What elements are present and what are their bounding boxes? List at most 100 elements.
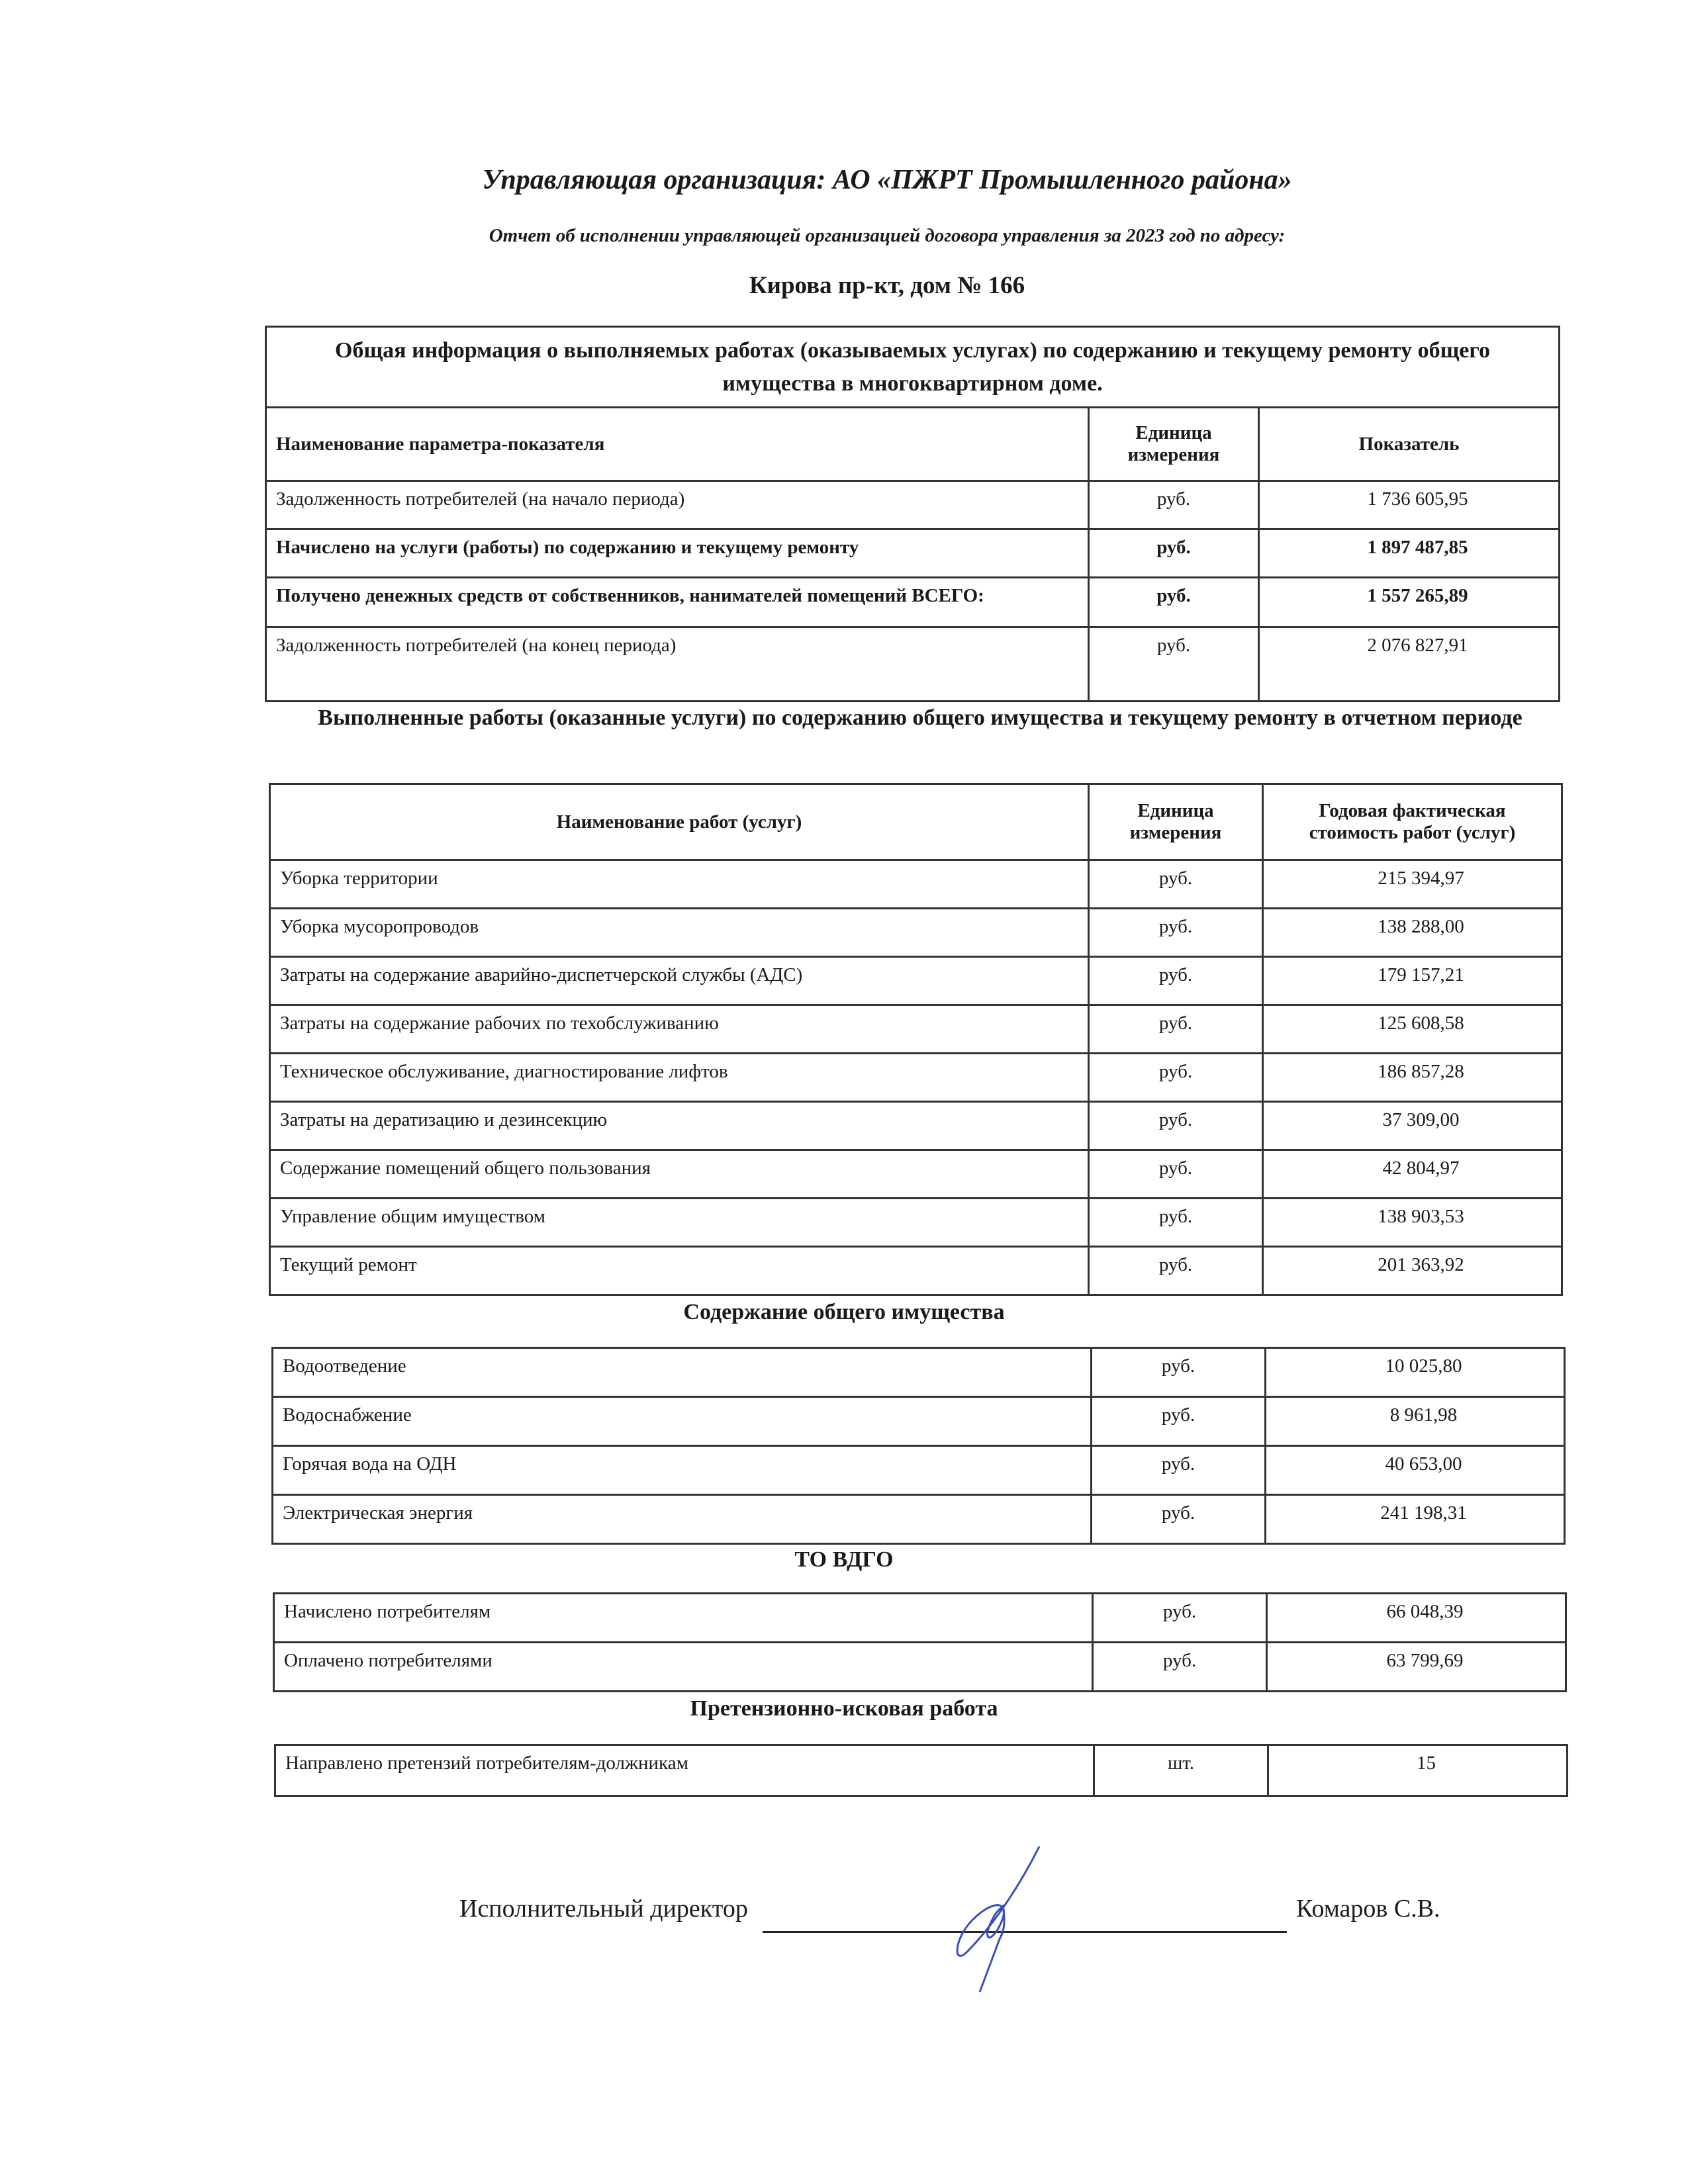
row-label: Задолженность потребителей (на конец пер… (265, 626, 1090, 702)
row-label: Направлено претензий потребителям-должни… (274, 1744, 1095, 1797)
row-value: 10 025,80 (1264, 1347, 1566, 1398)
common-property-table: Водоотведение руб. 10 025,80 Водоснабжение р… (271, 1347, 1566, 1545)
row-value: 66 048,39 (1266, 1592, 1567, 1643)
table-row: Электрическая энергия руб. 241 198,31 (271, 1494, 1566, 1545)
row-value: 2 076 827,91 (1257, 626, 1561, 702)
table-row: Текущий ремонт руб. 201 363,92 (269, 1246, 1563, 1296)
table-row: Получено денежных средств от собственник… (265, 576, 1561, 628)
row-label: Электрическая энергия (271, 1494, 1092, 1545)
row-value: 179 157,21 (1262, 956, 1563, 1006)
works-heading: Выполненные работы (оказанные услуги) по… (318, 705, 1523, 730)
claims-heading: Претензионно-исковая работа (690, 1696, 998, 1721)
table-row: Задолженность потребителей (на конец пер… (265, 626, 1561, 702)
vdgo-table: Начислено потребителям руб. 66 048,39 Оплач… (273, 1592, 1567, 1692)
general-info-table: Общая информация о выполняемых работах (… (264, 326, 1561, 702)
row-value: 186 857,28 (1262, 1052, 1563, 1103)
row-label: Начислено на услуги (работы) по содержан… (265, 528, 1090, 578)
row-unit: руб. (1088, 859, 1264, 909)
row-unit: руб. (1088, 956, 1264, 1006)
row-value: 138 288,00 (1262, 907, 1563, 958)
vdgo-heading: ТО ВДГО (794, 1547, 894, 1572)
row-value: 15 (1267, 1744, 1568, 1797)
row-label: Начислено потребителям (273, 1592, 1094, 1643)
table-row: Водоснабжение руб. 8 961,98 (271, 1396, 1566, 1447)
row-label: Затраты на содержание рабочих по техобсл… (269, 1004, 1090, 1054)
row-unit: шт. (1093, 1744, 1269, 1797)
row-value: 8 961,98 (1264, 1396, 1566, 1447)
table-row: Техническое обслуживание, диагностирован… (269, 1052, 1563, 1103)
row-unit: руб. (1088, 1052, 1264, 1103)
column-header-cost: Годовая фактическая стоимость работ (усл… (1262, 783, 1563, 861)
row-unit: руб. (1088, 1004, 1264, 1054)
works-table: Наименование работ (услуг) Единица измер… (269, 783, 1563, 1296)
column-header-unit: Единица измерения (1088, 783, 1264, 861)
row-value: 40 653,00 (1264, 1445, 1566, 1496)
row-value: 42 804,97 (1262, 1149, 1563, 1199)
address-heading: Кирова пр-кт, дом № 166 (749, 272, 1025, 299)
table-row: Направлено претензий потребителям-должни… (274, 1744, 1568, 1797)
column-header-unit: Единица измерения (1088, 406, 1260, 482)
signatory-name: Комаров С.В. (1296, 1895, 1440, 1923)
signature-line (763, 1931, 1287, 1933)
row-value: 1 557 265,89 (1257, 576, 1561, 628)
column-header-value: Показатель (1257, 406, 1561, 482)
row-value: 1 897 487,85 (1257, 528, 1561, 578)
row-value: 201 363,92 (1262, 1246, 1563, 1296)
table-row: Затраты на содержание рабочих по техобсл… (269, 1004, 1563, 1054)
row-label: Затраты на содержание аварийно-диспетчер… (269, 956, 1090, 1006)
row-label: Техническое обслуживание, диагностирован… (269, 1052, 1090, 1103)
organization-title: Управляющая организация: АО «ПЖРТ Промыш… (482, 165, 1292, 195)
row-label: Горячая вода на ОДН (271, 1445, 1092, 1496)
table-row: Затраты на дератизацию и дезинсекцию руб.… (269, 1101, 1563, 1151)
row-unit: руб. (1088, 1101, 1264, 1151)
row-label: Задолженность потребителей (на начало пе… (265, 480, 1090, 530)
general-info-caption: Общая информация о выполняемых работах (… (264, 326, 1561, 408)
row-value: 125 608,58 (1262, 1004, 1563, 1054)
row-label: Уборка территории (269, 859, 1090, 909)
row-label: Получено денежных средств от собственник… (265, 576, 1090, 628)
row-unit: руб. (1090, 1396, 1266, 1447)
row-label: Управление общим имуществом (269, 1197, 1090, 1248)
table-row: Водоотведение руб. 10 025,80 (271, 1347, 1566, 1398)
row-label: Затраты на дератизацию и дезинсекцию (269, 1101, 1090, 1151)
row-unit: руб. (1090, 1494, 1266, 1545)
row-unit: руб. (1088, 528, 1260, 578)
table-row: Содержание помещений общего пользования р… (269, 1149, 1563, 1199)
table-row: Оплачено потребителями руб. 63 799,69 (273, 1641, 1567, 1692)
row-label: Текущий ремонт (269, 1246, 1090, 1296)
row-label: Водоотведение (271, 1347, 1092, 1398)
table-row: Управление общим имуществом руб. 138 903,5… (269, 1197, 1563, 1248)
table-row: Начислено на услуги (работы) по содержан… (265, 528, 1561, 578)
row-label: Уборка мусоропроводов (269, 907, 1090, 958)
row-unit: руб. (1088, 480, 1260, 530)
row-unit: руб. (1088, 1197, 1264, 1248)
row-unit: руб. (1092, 1592, 1268, 1643)
claims-table: Направлено претензий потребителям-должни… (274, 1744, 1568, 1797)
table-row: Уборка мусоропроводов руб. 138 288,00 (269, 907, 1563, 958)
common-property-heading: Содержание общего имущества (683, 1300, 1005, 1324)
row-unit: руб. (1088, 907, 1264, 958)
column-header-parameter: Наименование параметра-показателя (265, 406, 1090, 482)
row-label: Водоснабжение (271, 1396, 1092, 1447)
row-label: Оплачено потребителями (273, 1641, 1094, 1692)
row-unit: руб. (1088, 1246, 1264, 1296)
table-row: Задолженность потребителей (на начало пе… (265, 480, 1561, 530)
row-unit: руб. (1088, 576, 1260, 628)
column-header-work: Наименование работ (услуг) (269, 783, 1090, 861)
table-row: Начислено потребителям руб. 66 048,39 (273, 1592, 1567, 1643)
signature-position: Исполнительный директор (459, 1895, 748, 1923)
table-row: Уборка территории руб. 215 394,97 (269, 859, 1563, 909)
handwritten-signature (956, 1846, 1041, 1993)
report-subtitle: Отчет об исполнении управляющей организа… (489, 225, 1286, 246)
row-label: Содержание помещений общего пользования (269, 1149, 1090, 1199)
row-unit: руб. (1088, 1149, 1264, 1199)
row-value: 215 394,97 (1262, 859, 1563, 909)
table-row: Затраты на содержание аварийно-диспетчер… (269, 956, 1563, 1006)
row-value: 138 903,53 (1262, 1197, 1563, 1248)
row-value: 1 736 605,95 (1257, 480, 1561, 530)
row-unit: руб. (1092, 1641, 1268, 1692)
row-value: 37 309,00 (1262, 1101, 1563, 1151)
row-unit: руб. (1090, 1445, 1266, 1496)
table-row: Горячая вода на ОДН руб. 40 653,00 (271, 1445, 1566, 1496)
row-unit: руб. (1088, 626, 1260, 702)
